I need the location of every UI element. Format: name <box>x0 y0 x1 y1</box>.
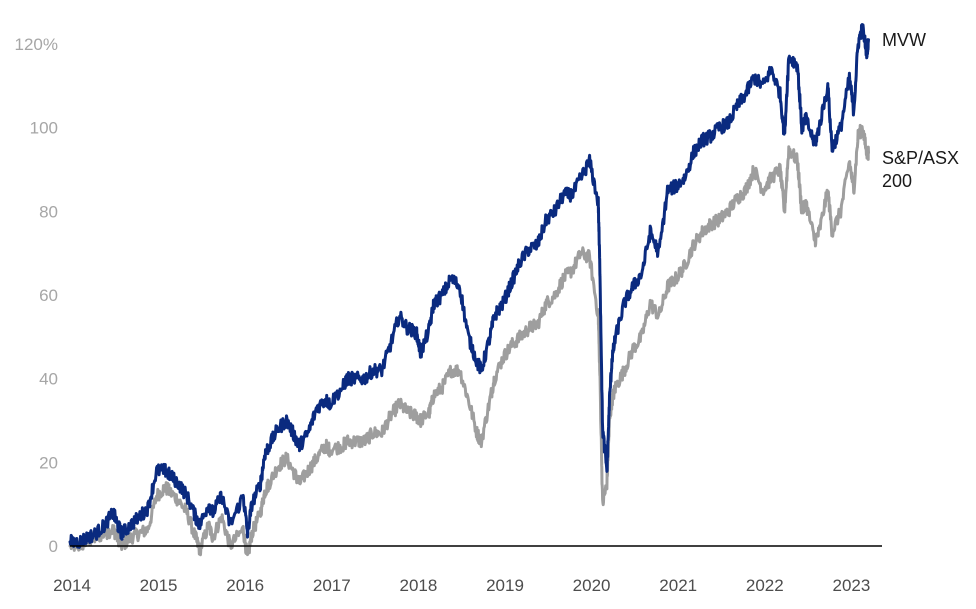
x-tick-label: 2021 <box>659 576 697 595</box>
y-axis-tick-labels: 0 20 40 60 80 100 120% <box>15 35 58 556</box>
x-tick-label: 2015 <box>140 576 178 595</box>
series-end-labels: MVW S&P/ASX 200 <box>882 30 959 191</box>
x-axis-tick-labels: 2014 2015 2016 2017 2018 2019 2020 2021 2022 2023 <box>53 576 870 595</box>
y-tick-label: 40 <box>39 370 58 389</box>
x-tick-label: 2019 <box>486 576 524 595</box>
y-tick-label: 60 <box>39 286 58 305</box>
y-tick-label: 0 <box>49 537 58 556</box>
series-lines <box>68 23 870 557</box>
x-tick-label: 2020 <box>573 576 611 595</box>
y-tick-label: 20 <box>39 453 58 472</box>
series-line-sp-asx-200 <box>68 123 870 557</box>
x-tick-label: 2022 <box>746 576 784 595</box>
x-tick-label: 2014 <box>53 576 91 595</box>
series-label: S&P/ASX <box>882 148 959 168</box>
series-line-mvw <box>68 23 870 549</box>
y-tick-label: 100 <box>30 119 58 138</box>
x-tick-label: 2023 <box>832 576 870 595</box>
series-label: 200 <box>882 171 912 191</box>
x-tick-label: 2018 <box>399 576 437 595</box>
x-tick-label: 2017 <box>313 576 351 595</box>
series-label: MVW <box>882 30 926 50</box>
y-tick-label: 80 <box>39 202 58 221</box>
y-tick-label: 120% <box>15 35 58 54</box>
x-tick-label: 2016 <box>226 576 264 595</box>
